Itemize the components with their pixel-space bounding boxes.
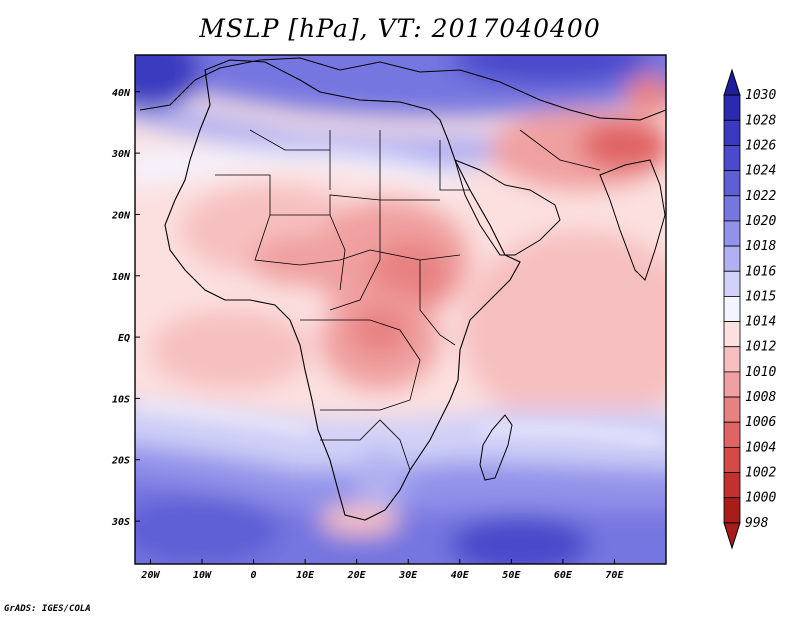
x-tick-label: 10W bbox=[193, 570, 212, 581]
colorbar-min-arrow bbox=[723, 522, 741, 550]
colorbar-label: 1020 bbox=[745, 214, 776, 229]
y-tick-label: 10S bbox=[112, 394, 130, 405]
colorbar-swatch bbox=[723, 472, 741, 499]
y-tick-label: 30S bbox=[111, 517, 130, 528]
colorbar-swatch bbox=[723, 396, 741, 423]
colorbar-swatch bbox=[723, 145, 741, 172]
colorbar-label: 1022 bbox=[745, 189, 776, 204]
x-tick-label: 30E bbox=[398, 570, 418, 581]
colorbar-swatch bbox=[723, 195, 741, 222]
colorbar-swatch bbox=[723, 170, 741, 197]
y-tick-label: 30N bbox=[111, 149, 131, 160]
colorbar-label: 1028 bbox=[745, 113, 776, 128]
colorbar-label: 1006 bbox=[745, 415, 776, 430]
colorbar-swatch bbox=[723, 446, 741, 473]
madagascar-coastline bbox=[479, 414, 513, 481]
africa-coastline bbox=[164, 59, 521, 521]
colorbar-label: 1014 bbox=[745, 315, 776, 330]
colorbar-swatch bbox=[723, 119, 741, 146]
y-tick-label: 40N bbox=[112, 88, 131, 99]
y-tick-label: 10N bbox=[112, 272, 131, 283]
x-tick-label: 10E bbox=[296, 570, 315, 581]
colorbar-label: 1010 bbox=[745, 365, 776, 380]
x-tick-label: 0 bbox=[251, 570, 257, 581]
colorbar-label: 1004 bbox=[745, 440, 776, 455]
colorbar-label: 1024 bbox=[745, 164, 776, 179]
colorbar-label: 1018 bbox=[745, 239, 776, 254]
map-title: MSLP [hPa], VT: 2017040400 bbox=[199, 14, 601, 43]
colorbar-swatch bbox=[723, 421, 741, 448]
colorbar-label: 1000 bbox=[745, 491, 776, 506]
x-tick-label: 50E bbox=[502, 570, 521, 581]
colorbar-max-arrow bbox=[723, 68, 741, 96]
x-tick-label: 70E bbox=[605, 570, 624, 581]
colorbar-swatch bbox=[723, 220, 741, 247]
india-coastline bbox=[599, 159, 666, 281]
colorbar-swatch bbox=[723, 321, 741, 348]
colorbar-swatch bbox=[723, 94, 741, 121]
y-tick-label: EQ bbox=[118, 333, 130, 344]
arabia-coastline bbox=[454, 159, 561, 256]
map-frame bbox=[134, 54, 667, 565]
axis-ticks: 20W 10W 0 10E 20E 30E 40E 50E 60E 70E 40N 30N 20N 10N… bbox=[111, 88, 625, 581]
y-tick-label: 20N bbox=[111, 210, 131, 221]
colorbar-label: 1015 bbox=[745, 289, 776, 304]
colorbar-label: 1016 bbox=[745, 264, 776, 279]
colorbar-swatch bbox=[723, 346, 741, 373]
x-tick-label: 60E bbox=[554, 570, 573, 581]
colorbar-label: 1026 bbox=[745, 138, 776, 153]
colorbar-swatch bbox=[723, 270, 741, 297]
colorbar-swatch bbox=[723, 371, 741, 398]
colorbar-swatch bbox=[723, 497, 741, 524]
colorbar-label: 1008 bbox=[745, 390, 776, 405]
grads-credit: GrADS: IGES/COLA bbox=[4, 604, 91, 614]
colorbar-label: 1030 bbox=[745, 88, 776, 103]
colorbar-label: 1012 bbox=[745, 340, 776, 355]
colorbar-swatch bbox=[723, 296, 741, 322]
x-tick-label: 20W bbox=[140, 570, 160, 581]
colorbar-label: 998 bbox=[745, 516, 769, 531]
y-tick-label: 20S bbox=[111, 456, 130, 467]
x-tick-label: 40E bbox=[451, 570, 470, 581]
colorbar-swatch bbox=[723, 245, 741, 272]
eurasia-coastline bbox=[139, 57, 666, 121]
pressure-field bbox=[135, 55, 666, 564]
x-tick-label: 20E bbox=[347, 570, 367, 581]
country-borders bbox=[215, 129, 601, 471]
colorbar-label: 1002 bbox=[745, 466, 776, 481]
